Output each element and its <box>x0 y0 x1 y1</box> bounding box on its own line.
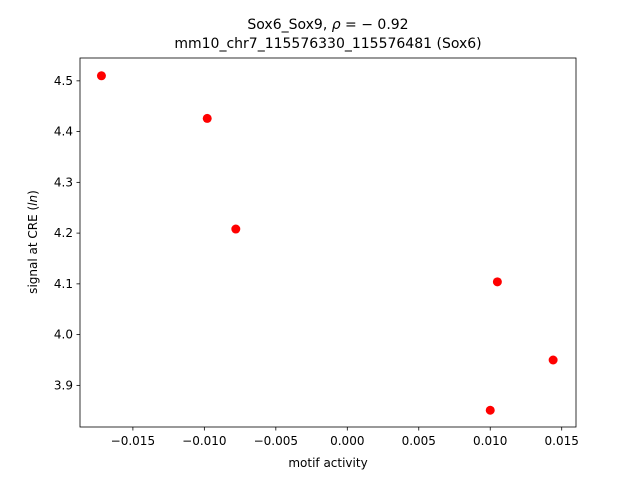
y-tick-label: 4.2 <box>54 226 73 240</box>
data-point <box>485 405 495 415</box>
data-points <box>96 71 558 415</box>
data-point <box>492 277 502 287</box>
x-tick-label: 0.000 <box>330 434 364 448</box>
data-point <box>202 113 212 123</box>
chart-title-line-2: mm10_chr7_115576330_115576481 (Sox6) <box>174 36 481 52</box>
y-tick-label: 4.5 <box>54 74 73 88</box>
data-point <box>231 224 241 234</box>
chart-title-line-1: Sox6_Sox9, ρ = − 0.92 <box>247 17 408 33</box>
x-tick-label: 0.015 <box>545 434 579 448</box>
x-tick-label: 0.005 <box>402 434 436 448</box>
data-point <box>548 355 558 365</box>
x-axis-label: motif activity <box>288 456 367 470</box>
x-axis: −0.015 −0.010 −0.005 0.000 0.005 0.010 0.015 <box>111 427 579 448</box>
y-axis-label: signal at CRE (ln) <box>26 190 40 294</box>
x-tick-label: −0.005 <box>254 434 298 448</box>
data-point <box>96 71 106 81</box>
x-tick-label: 0.010 <box>473 434 507 448</box>
y-tick-label: 4.0 <box>54 328 73 342</box>
y-tick-label: 4.3 <box>54 175 73 189</box>
x-tick-label: −0.010 <box>182 434 226 448</box>
y-tick-label: 4.4 <box>54 125 73 139</box>
y-axis: 3.9 4.0 4.1 4.2 4.3 4.4 4.5 <box>54 74 80 392</box>
x-tick-label: −0.015 <box>111 434 155 448</box>
y-tick-label: 3.9 <box>54 378 73 392</box>
y-tick-label: 4.1 <box>54 277 73 291</box>
plot-frame <box>79 57 577 428</box>
plot-area <box>79 57 577 428</box>
